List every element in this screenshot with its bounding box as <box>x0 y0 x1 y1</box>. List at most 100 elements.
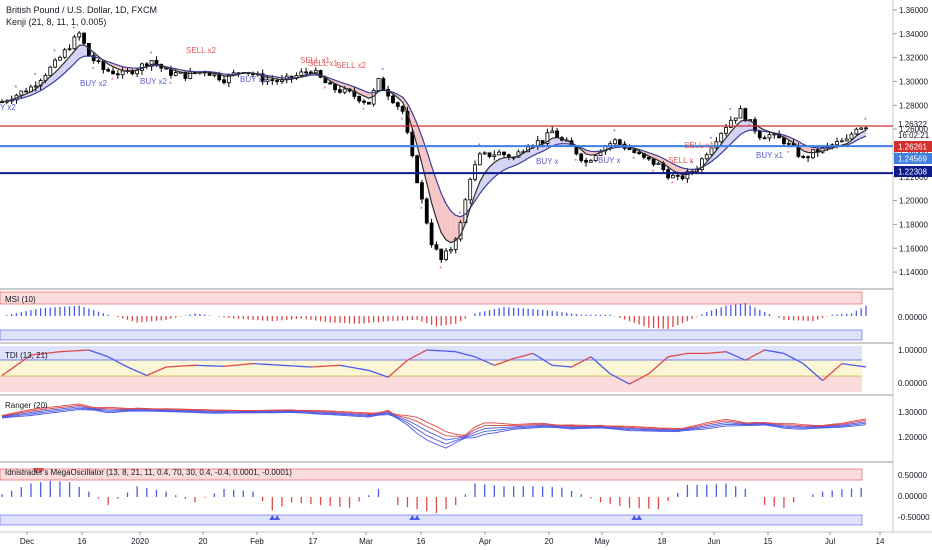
candle-body <box>555 130 559 139</box>
candle-body <box>337 89 342 93</box>
time-tick-label: 15 <box>764 537 773 546</box>
msi-title[interactable]: MSI (10) <box>5 295 36 304</box>
tdi-pane[interactable] <box>0 346 867 392</box>
band-segment <box>788 136 794 144</box>
signal-label: BUY x2 <box>140 77 168 86</box>
candle-body <box>444 250 448 260</box>
candle-body <box>632 149 637 153</box>
candle-body <box>733 117 738 121</box>
band-segment <box>436 180 442 233</box>
candle-body <box>299 71 304 76</box>
tdi-line-segment <box>831 367 838 373</box>
ranger-band-line <box>1 404 867 437</box>
tdi-line-segment <box>851 364 857 367</box>
tdi-line-segment <box>740 357 746 361</box>
candle-body <box>762 137 767 140</box>
mega-title[interactable]: Idnistrader's MegaOscillator (13, 8, 21,… <box>5 468 292 477</box>
candle-body <box>106 69 111 72</box>
candle-body <box>420 182 424 200</box>
price-tick-label: 1.30000 <box>899 77 928 86</box>
candle-body <box>767 134 772 139</box>
tdi-line-segment <box>20 357 27 363</box>
candle-body <box>482 152 487 155</box>
price-tick-label: 1.26000 <box>899 125 928 134</box>
tdi-line-segment <box>508 357 514 361</box>
candle-body <box>637 152 642 155</box>
price-axis[interactable]: 1.36000 1.34000 1.32000 1.30000 1.28000 1.260… <box>893 6 928 277</box>
ranger-title[interactable]: Ranger (20) <box>5 401 48 410</box>
candle-body <box>173 72 178 76</box>
tdi-line-segment <box>662 356 669 362</box>
tdi-line-segment <box>1 371 8 377</box>
current-price-label: 1.26322 <box>898 120 927 129</box>
tdi-line-segment <box>643 373 650 377</box>
tdi-line-segment <box>841 362 847 365</box>
tdi-line-segment <box>807 367 814 373</box>
time-tick-label: Jul <box>825 537 835 546</box>
price-tick-label: 1.16000 <box>899 244 928 253</box>
horizontal-levels[interactable] <box>0 125 893 175</box>
red-level-badge <box>894 141 932 152</box>
candle-body <box>757 130 762 139</box>
candle-body <box>304 71 308 74</box>
tdi-line-segment <box>397 363 404 370</box>
candle-body <box>550 130 555 134</box>
candle-body <box>753 119 757 132</box>
indicator-title[interactable]: Kenji (21, 8, 11, 1, 0.005) <box>6 17 106 27</box>
tdi-line-segment <box>759 349 765 354</box>
tdi-upper-zone <box>0 346 862 360</box>
candle-body <box>782 137 786 145</box>
candle-body <box>429 222 434 246</box>
tdi-line-segment <box>638 375 645 380</box>
tdi-line-segment <box>88 349 94 353</box>
tdi-line-segment <box>793 357 799 362</box>
tdi-line-segment <box>730 353 736 357</box>
candle-body <box>318 70 323 78</box>
buy-marker: * <box>72 26 75 33</box>
tdi-line-segment <box>682 352 688 355</box>
buy-marker: * <box>690 161 693 168</box>
candle-body <box>714 141 719 149</box>
signal-label: SELL x1 <box>300 56 330 65</box>
sell-marker: * <box>401 117 404 124</box>
tdi-line-segment <box>590 356 597 362</box>
band-segment <box>475 181 480 202</box>
mega-sell-triangle <box>37 468 44 473</box>
candle-body <box>806 156 810 159</box>
candle-body <box>96 60 101 63</box>
candle-body <box>19 90 24 96</box>
tdi-line-segment <box>754 351 761 356</box>
symbol-title[interactable]: British Pound / U.S. Dollar, 1D, FXCM <box>6 5 157 15</box>
tdi-line-segment <box>156 368 162 372</box>
navy-level-badge <box>894 166 932 177</box>
tdi-line-segment <box>402 359 408 365</box>
tdi-line-segment <box>378 373 384 377</box>
band-segment <box>499 157 504 174</box>
time-axis[interactable]: Dec 16 2020 20 Feb 17 Mar 16 Apr 20 May 18 Jun 15 Jul 1… <box>20 532 885 546</box>
mega-buy-triangle <box>269 515 276 520</box>
candle-body <box>395 102 400 107</box>
candle-body <box>400 105 405 112</box>
ranger-band-line <box>1 403 867 436</box>
tdi-line-segment <box>836 363 843 369</box>
price-tick-label: 1.28000 <box>899 101 928 110</box>
sell-marker: * <box>323 86 326 93</box>
time-tick-label: 16 <box>78 537 87 546</box>
candle-body <box>366 101 371 105</box>
tdi-line-segment <box>107 356 114 360</box>
msi-pane[interactable] <box>0 291 867 341</box>
candle-body <box>738 108 743 119</box>
tdi-line-segment <box>363 368 369 372</box>
candle-body <box>675 174 680 177</box>
tdi-line-segment <box>798 360 804 365</box>
megaoscillator-pane[interactable] <box>0 468 863 526</box>
tdi-title[interactable]: TDI (13, 21) <box>5 351 48 360</box>
msi-upper-zone <box>0 291 863 305</box>
tdi-line-segment <box>6 368 13 373</box>
ranger-pane[interactable] <box>1 403 867 449</box>
candle-body <box>502 151 506 156</box>
tdi-line-segment <box>513 356 519 360</box>
candle-body <box>473 164 477 180</box>
buy-marker: * <box>710 136 713 143</box>
